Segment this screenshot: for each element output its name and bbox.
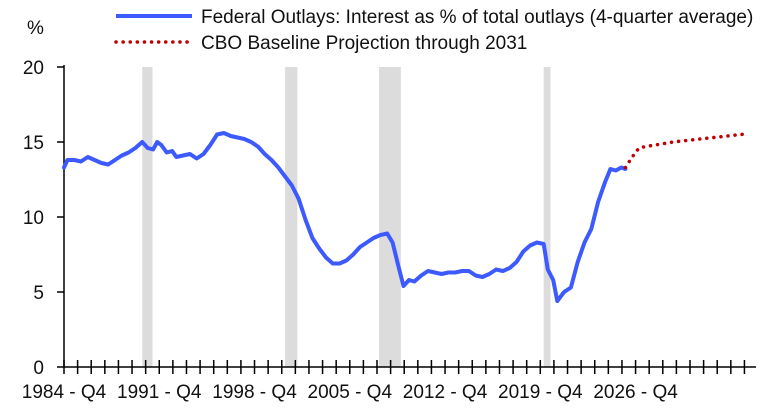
x-tick-label: 2012 - Q4 bbox=[403, 382, 488, 403]
projection-series-line bbox=[623, 131, 750, 170]
x-tick-label: 2019 - Q4 bbox=[498, 382, 583, 403]
y-tick-label: 5 bbox=[33, 283, 44, 304]
x-tick-label: 1998 - Q4 bbox=[212, 382, 297, 403]
recession-bands bbox=[142, 67, 551, 367]
y-tick-label: 15 bbox=[23, 133, 44, 154]
recession-band-0 bbox=[142, 67, 153, 367]
y-tick-label: 20 bbox=[23, 58, 44, 79]
legend: Federal Outlays: Interest as % of total … bbox=[114, 7, 753, 54]
legend-label-0: Federal Outlays: Interest as % of total … bbox=[201, 7, 753, 28]
x-tick-label: 1984 - Q4 bbox=[22, 382, 107, 403]
interest-series-line bbox=[62, 131, 628, 303]
y-tick-label: 0 bbox=[33, 358, 44, 379]
x-tick-label: 2005 - Q4 bbox=[308, 382, 393, 403]
series-lines bbox=[62, 131, 750, 303]
x-tick-label: 2026 - Q4 bbox=[593, 382, 678, 403]
y-tick-label: 10 bbox=[23, 208, 44, 229]
recession-band-1 bbox=[285, 67, 298, 367]
y-axis-unit-label: % bbox=[27, 18, 44, 39]
x-tick-label: 1991 - Q4 bbox=[117, 382, 202, 403]
recession-band-3 bbox=[543, 67, 551, 367]
legend-label-1: CBO Baseline Projection through 2031 bbox=[201, 33, 527, 54]
axes: 0 5 10 15 20 1984 - Q4 1991 - Q4 1998 - Q4 2005 … bbox=[22, 58, 756, 403]
recession-band-2 bbox=[379, 67, 401, 367]
